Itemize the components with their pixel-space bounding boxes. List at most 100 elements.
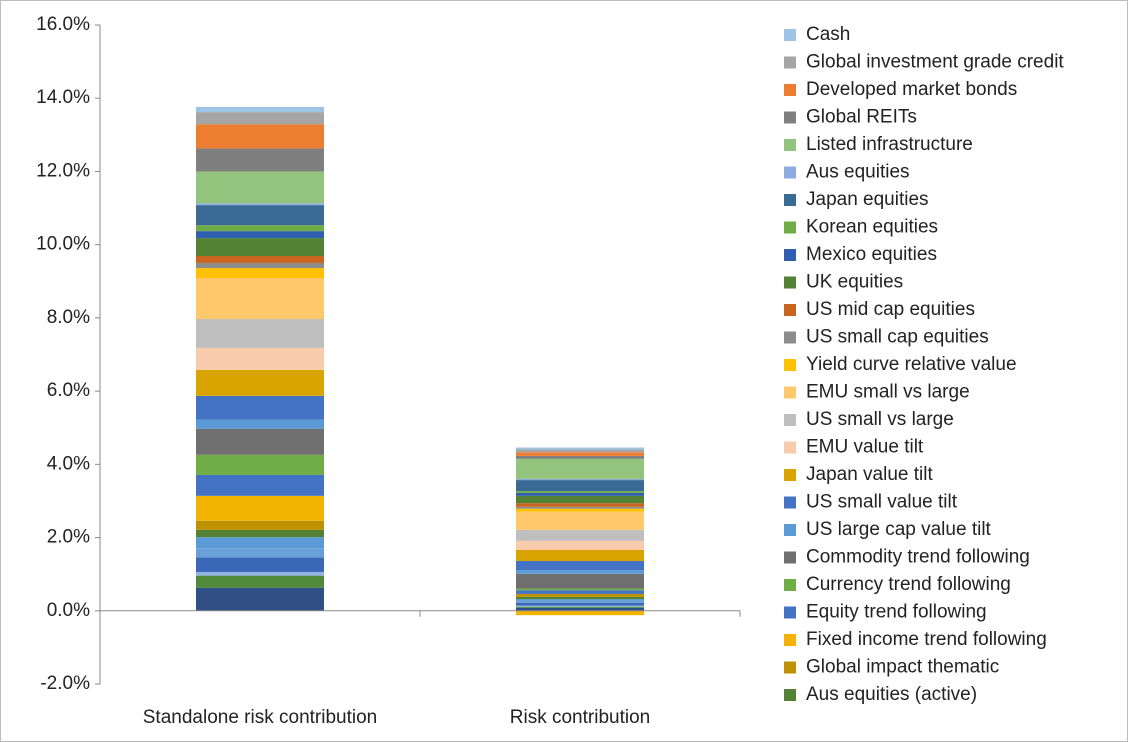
bar-segment xyxy=(516,511,644,530)
legend-swatch xyxy=(784,524,796,536)
legend-label: Cash xyxy=(806,24,850,45)
legend-swatch xyxy=(784,634,796,646)
legend-swatch xyxy=(784,469,796,481)
legend-label: Yield curve relative value xyxy=(806,354,1017,375)
bar-segment xyxy=(196,587,324,611)
bar-segment xyxy=(196,171,324,204)
legend-swatch xyxy=(784,304,796,316)
bar-segment xyxy=(196,318,324,348)
y-tick-label: 6.0% xyxy=(47,380,90,401)
bar-segment xyxy=(516,540,644,551)
y-tick-label: 8.0% xyxy=(47,307,90,328)
bar-segment xyxy=(196,347,324,370)
bar-segment xyxy=(516,550,644,561)
bar-segment xyxy=(516,447,644,450)
legend-label: US mid cap equities xyxy=(806,299,975,320)
bar-segment xyxy=(516,590,644,594)
legend-label: Fixed income trend following xyxy=(806,629,1047,650)
legend-label: EMU small vs large xyxy=(806,382,970,403)
bar-segment xyxy=(196,529,324,538)
legend-label: US small vs large xyxy=(806,409,954,430)
legend-swatch xyxy=(784,249,796,261)
bar-segment xyxy=(516,503,644,507)
bar-segment xyxy=(196,124,324,149)
legend-swatch xyxy=(784,551,796,564)
legend-label: Japan equities xyxy=(806,189,929,210)
legend-swatch xyxy=(784,331,796,344)
y-tick-label: 4.0% xyxy=(47,453,90,474)
bar-segment xyxy=(516,600,644,603)
legend-swatch xyxy=(784,166,796,179)
bar-segment xyxy=(516,452,644,456)
bar-segment xyxy=(516,602,644,606)
legend-label: Currency trend following xyxy=(806,574,1011,595)
legend-swatch xyxy=(784,689,796,701)
bar-segment xyxy=(196,112,324,125)
y-tick-label: 16.0% xyxy=(36,14,90,35)
bar-segment xyxy=(196,495,324,521)
legend-swatch xyxy=(784,661,796,674)
legend-swatch xyxy=(784,579,796,591)
legend-label: Equity trend following xyxy=(806,602,987,623)
bar-segment xyxy=(516,596,644,600)
bar-segment xyxy=(196,203,324,206)
legend-swatch xyxy=(784,194,796,206)
bar-segment xyxy=(516,560,644,571)
legend-swatch xyxy=(784,276,796,289)
legend-swatch xyxy=(784,496,796,509)
y-tick-label: 12.0% xyxy=(36,160,90,181)
y-tick-label: 2.0% xyxy=(47,527,90,548)
bar-segment xyxy=(196,148,324,172)
y-tick-label: 10.0% xyxy=(36,234,90,255)
bar-segment xyxy=(196,268,324,278)
legend-label: Korean equities xyxy=(806,217,938,238)
bar-segment xyxy=(516,529,644,541)
bar-segment xyxy=(516,495,644,504)
legend-swatch xyxy=(784,84,796,96)
x-tick-label: Standalone risk contribution xyxy=(143,707,377,728)
legend-label: Japan value tilt xyxy=(806,464,933,485)
y-tick-label: 0.0% xyxy=(47,600,90,621)
legend-label: Aus equities xyxy=(806,162,910,183)
bar-segment xyxy=(516,492,644,496)
bar-segment xyxy=(516,455,644,459)
legend-label: Global impact thematic xyxy=(806,657,999,678)
legend-swatch xyxy=(784,139,796,151)
bar-segment xyxy=(516,605,644,607)
legend-label: US small value tilt xyxy=(806,492,958,513)
legend-label: US small cap equities xyxy=(806,327,989,348)
bar-segment xyxy=(196,262,324,269)
bar-segment xyxy=(196,225,324,232)
legend-label: Global REITs xyxy=(806,107,917,128)
y-tick-label: -2.0% xyxy=(40,673,90,694)
legend-label: Commodity trend following xyxy=(806,547,1030,568)
legend-swatch xyxy=(784,441,796,454)
legend-label: Global investment grade credit xyxy=(806,52,1064,73)
bar-segment xyxy=(196,428,324,455)
bar-segment xyxy=(516,573,644,589)
legend-swatch xyxy=(784,606,796,619)
bar-segment xyxy=(516,593,644,597)
bar-segment xyxy=(516,588,644,591)
x-tick-label: Risk contribution xyxy=(510,707,650,728)
legend-swatch xyxy=(784,359,796,371)
bar-segment xyxy=(196,557,324,572)
bar-segment xyxy=(516,491,644,493)
bar-segment xyxy=(516,610,644,616)
legend-label: UK equities xyxy=(806,272,903,293)
legend-swatch xyxy=(784,386,796,399)
bar-segment xyxy=(196,256,324,263)
bar-segment xyxy=(196,395,324,420)
bar-segment xyxy=(196,548,324,558)
bar-segment xyxy=(196,454,324,475)
bar-segment xyxy=(196,571,324,576)
bar-segment xyxy=(516,570,644,574)
bar-segment xyxy=(196,369,324,396)
bar-segment xyxy=(196,537,324,549)
bar-segment xyxy=(516,458,644,479)
bar-segment xyxy=(196,205,324,226)
legend-label: Aus equities (active) xyxy=(806,684,977,705)
legend-label: US large cap value tilt xyxy=(806,519,992,540)
bar-segment xyxy=(516,506,644,509)
